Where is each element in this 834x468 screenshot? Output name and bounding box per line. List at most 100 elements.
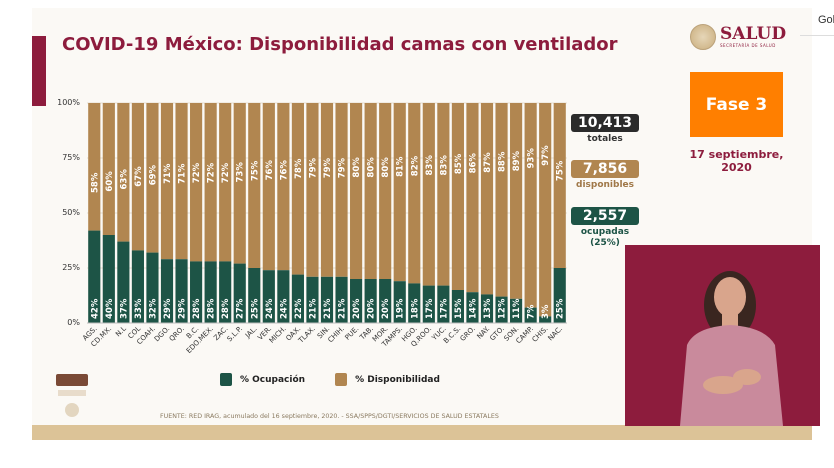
sign-language-interpreter-video	[625, 245, 820, 426]
data-label-availability: 69%	[148, 164, 158, 185]
bar-occupancy	[422, 285, 435, 323]
data-label-availability: 80%	[352, 157, 362, 178]
data-label-occupancy: 33%	[134, 298, 144, 319]
bar-occupancy	[524, 307, 537, 323]
bar-availability	[88, 103, 101, 231]
bar-availability	[480, 103, 494, 295]
x-tick-label: JAL.	[243, 325, 258, 340]
data-label-occupancy: 40%	[105, 298, 115, 319]
legend-swatch	[220, 373, 232, 386]
data-label-availability: 72%	[207, 162, 217, 183]
divider	[800, 35, 834, 36]
stat-available-label: disponibles	[576, 180, 634, 190]
bar-occupancy	[320, 276, 334, 323]
y-tick: 25%	[62, 263, 80, 272]
data-label-occupancy: 24%	[279, 298, 289, 319]
data-label-availability: 75%	[250, 160, 260, 181]
data-label-occupancy: 15%	[454, 298, 464, 319]
data-label-occupancy: 25%	[556, 298, 566, 319]
source-note: FUENTE: RED IRAG, acumulado del 16 septi…	[160, 413, 499, 420]
data-label-availability: 79%	[308, 157, 318, 178]
data-label-occupancy: 28%	[192, 298, 202, 319]
stat-available-value: 7,856	[571, 160, 639, 178]
bar-availability	[262, 103, 275, 271]
browser-corner-text[interactable]: Gol	[818, 14, 834, 26]
data-label-availability: 60%	[105, 171, 115, 192]
legend-label: % Disponibilidad	[355, 374, 440, 385]
data-label-occupancy: 7%	[527, 304, 537, 319]
data-label-availability: 79%	[338, 157, 348, 178]
bar-availability	[553, 103, 566, 268]
bar-availability	[524, 103, 537, 308]
bar-availability	[437, 103, 450, 286]
bar-occupancy	[277, 270, 290, 323]
y-tick: 50%	[62, 208, 80, 217]
data-label-availability: 72%	[221, 162, 231, 183]
bar-occupancy	[233, 263, 246, 323]
data-label-availability: 81%	[396, 156, 406, 177]
x-tick-label: DGO.	[153, 325, 172, 344]
data-label-occupancy: 42%	[90, 298, 100, 319]
bar-availability	[335, 103, 348, 277]
data-label-availability: 58%	[90, 172, 100, 193]
data-label-occupancy: 18%	[410, 298, 420, 319]
stat-available: 7,856 disponibles	[571, 160, 639, 191]
bar-availability	[219, 103, 232, 262]
bar-occupancy	[408, 283, 421, 323]
data-label-availability: 83%	[425, 155, 435, 176]
bar-availability	[190, 103, 203, 262]
bar-occupancy	[393, 281, 406, 323]
data-label-availability: 80%	[367, 157, 377, 178]
bar-availability	[364, 103, 377, 279]
stat-total: 10,413 totales	[571, 114, 639, 145]
bar-availability	[102, 103, 115, 235]
logo-name: SALUD	[720, 24, 787, 44]
data-label-availability: 87%	[483, 152, 493, 173]
data-label-occupancy: 17%	[425, 298, 435, 319]
bar-occupancy	[117, 241, 130, 323]
bar-availability	[495, 103, 508, 297]
bar-availability	[510, 103, 523, 299]
data-label-occupancy: 32%	[148, 298, 158, 319]
bar-occupancy	[466, 292, 479, 323]
bar-availability	[131, 103, 144, 251]
bar-availability	[277, 103, 290, 271]
title-accent-bar	[32, 36, 46, 106]
bar-availability	[350, 103, 363, 279]
bar-occupancy	[539, 316, 552, 323]
x-tick-label: CHIH.	[326, 325, 346, 345]
data-label-availability: 72%	[192, 162, 202, 183]
bar-availability	[379, 103, 392, 279]
bar-occupancy	[510, 298, 523, 323]
data-label-occupancy: 19%	[396, 298, 406, 319]
data-label-availability: 76%	[265, 160, 275, 181]
bar-availability	[175, 103, 188, 260]
data-label-occupancy: 27%	[236, 298, 246, 319]
data-label-availability: 78%	[294, 158, 304, 179]
data-label-occupancy: 28%	[221, 298, 231, 319]
bar-occupancy	[480, 294, 494, 323]
bar-occupancy	[131, 250, 144, 323]
y-tick: 75%	[62, 153, 80, 162]
bar-occupancy	[451, 290, 464, 323]
bar-occupancy	[204, 261, 217, 323]
data-label-availability: 88%	[498, 151, 508, 172]
data-label-availability: 79%	[323, 157, 333, 178]
data-label-occupancy: 21%	[338, 298, 348, 319]
stat-total-label: totales	[587, 134, 623, 144]
x-tick-label: GRO.	[459, 325, 477, 343]
government-logo-icon	[56, 374, 88, 417]
data-label-occupancy: 21%	[323, 298, 333, 319]
data-label-occupancy: 11%	[512, 298, 522, 319]
bar-availability	[160, 103, 174, 260]
stat-occupied-label: ocupadas (25%)	[580, 227, 630, 248]
bar-occupancy	[553, 268, 566, 323]
bar-availability	[320, 103, 334, 277]
data-label-occupancy: 14%	[468, 298, 478, 319]
bar-occupancy	[495, 296, 508, 323]
bar-occupancy	[291, 274, 304, 323]
data-label-availability: 97%	[541, 145, 551, 166]
data-label-availability: 63%	[119, 169, 129, 190]
data-label-occupancy: 17%	[439, 298, 449, 319]
data-label-availability: 82%	[410, 155, 420, 176]
